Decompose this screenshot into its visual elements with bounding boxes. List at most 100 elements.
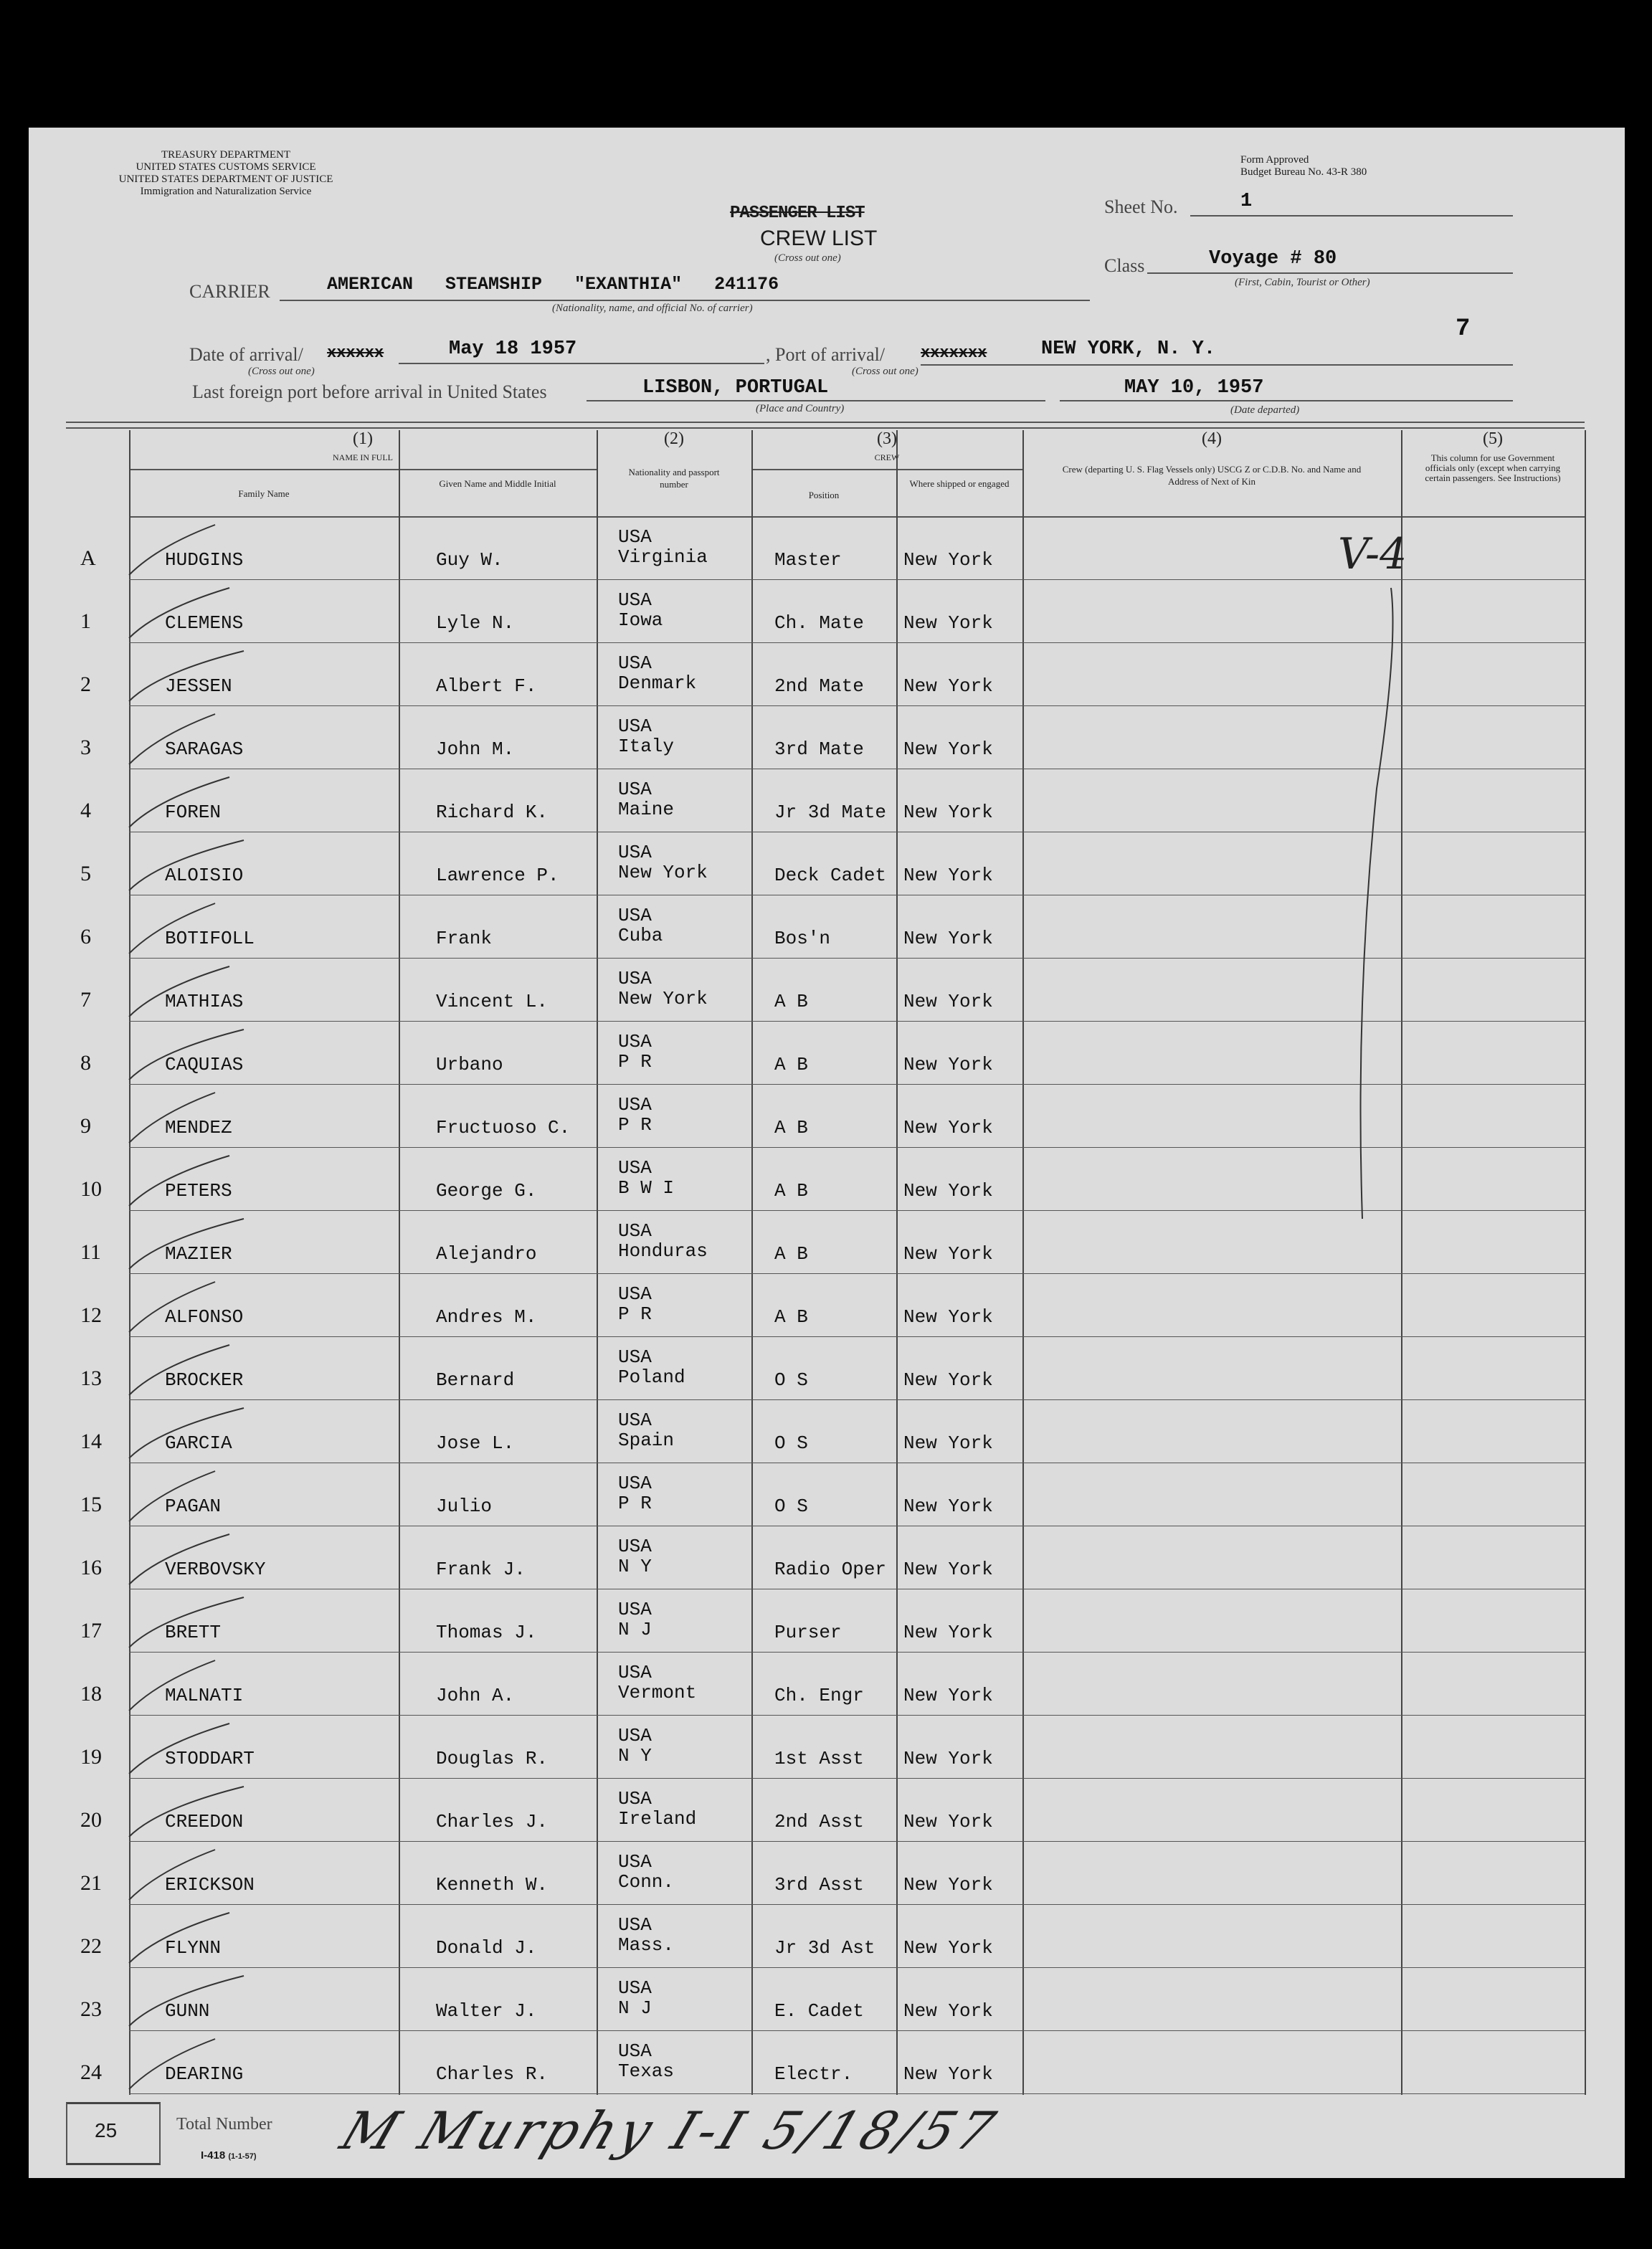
nationality-country: USA bbox=[618, 1220, 652, 1242]
row-rule bbox=[129, 1904, 1585, 1905]
family-name: CAQUIAS bbox=[165, 1054, 244, 1075]
col-next-of-kin: Crew (departing U. S. Flag Vessels only)… bbox=[1062, 464, 1362, 487]
position: 1st Asst bbox=[774, 1748, 864, 1769]
column-rule bbox=[1022, 430, 1024, 2095]
given-name: Bernard bbox=[436, 1369, 515, 1391]
nationality-detail: New York bbox=[618, 988, 708, 1009]
family-name: STODDART bbox=[165, 1748, 255, 1769]
class-label: Class bbox=[1104, 255, 1145, 276]
column-rule bbox=[1585, 430, 1586, 2095]
nationality-country: USA bbox=[618, 1851, 652, 1873]
family-name: BRETT bbox=[165, 1622, 222, 1643]
form-no: I-418 bbox=[201, 2149, 226, 2162]
family-name: BROCKER bbox=[165, 1369, 244, 1391]
total-number: 25 bbox=[95, 2119, 118, 2141]
col3-title: CREW bbox=[874, 452, 900, 462]
column-rule bbox=[399, 430, 400, 2095]
agency-line: UNITED STATES CUSTOMS SERVICE bbox=[136, 161, 316, 173]
nationality-detail: Poland bbox=[618, 1366, 685, 1388]
total-box bbox=[66, 2102, 161, 2165]
column-rule bbox=[751, 430, 753, 2095]
check-mark bbox=[128, 903, 216, 954]
check-mark bbox=[128, 1218, 245, 1270]
given-name: Alejandro bbox=[436, 1243, 537, 1265]
check-mark bbox=[128, 1597, 245, 1648]
position: Jr 3d Mate bbox=[774, 802, 887, 823]
row-rule bbox=[129, 1084, 1585, 1085]
col5-number: (5) bbox=[1483, 429, 1503, 448]
given-name: Frank bbox=[436, 928, 493, 949]
total-label: Total Number bbox=[176, 2115, 272, 2134]
nationality-country: USA bbox=[618, 1536, 652, 1557]
row-rule bbox=[129, 642, 1585, 643]
row-label: 23 bbox=[80, 1997, 102, 2021]
family-name: MATHIAS bbox=[165, 991, 244, 1012]
given-name: Fructuoso C. bbox=[436, 1117, 571, 1138]
row-label: 9 bbox=[80, 1114, 91, 1138]
given-name: Frank J. bbox=[436, 1559, 526, 1580]
arrival-date: May 18 1957 bbox=[449, 338, 577, 360]
given-name: Andres M. bbox=[436, 1306, 537, 1328]
row-rule bbox=[129, 1652, 1585, 1653]
row-rule bbox=[129, 1147, 1585, 1148]
row-rule bbox=[129, 579, 1585, 580]
check-mark bbox=[128, 713, 216, 765]
family-name: BOTIFOLL bbox=[165, 928, 255, 949]
family-name: VERBOVSKY bbox=[165, 1559, 266, 1580]
position: Bos'n bbox=[774, 928, 831, 949]
nationality-country: USA bbox=[618, 1031, 652, 1052]
nationality-detail: P R bbox=[618, 1051, 652, 1073]
where-shipped: New York bbox=[903, 1559, 993, 1580]
given-name: Jose L. bbox=[436, 1432, 515, 1454]
position: Ch. Mate bbox=[774, 612, 864, 634]
nationality-detail: Conn. bbox=[618, 1871, 675, 1893]
check-mark bbox=[128, 1470, 216, 1522]
nationality-country: USA bbox=[618, 1473, 652, 1494]
nationality-detail: Honduras bbox=[618, 1240, 708, 1262]
position: 3rd Asst bbox=[774, 1874, 864, 1896]
position: O S bbox=[774, 1432, 808, 1454]
table-row: 15 PAGAN Julio USA P R O S New York bbox=[72, 1464, 1585, 1527]
position: O S bbox=[774, 1369, 808, 1391]
nationality-country: USA bbox=[618, 1914, 652, 1936]
table-row: 7 MATHIAS Vincent L. USA New York A B New York bbox=[72, 959, 1585, 1022]
row-label: 10 bbox=[80, 1177, 102, 1201]
nationality-detail: N Y bbox=[618, 1745, 652, 1767]
header-divider bbox=[129, 516, 1585, 518]
where-shipped: New York bbox=[903, 675, 993, 697]
arrival-port-label: , Port of arrival/ bbox=[766, 344, 886, 365]
table-row: 13 BROCKER Bernard USA Poland O S New York bbox=[72, 1338, 1585, 1401]
nationality-detail: Spain bbox=[618, 1430, 675, 1451]
nationality-country: USA bbox=[618, 1409, 652, 1431]
nationality-detail: P R bbox=[618, 1303, 652, 1325]
row-label: 6 bbox=[80, 925, 91, 948]
where-shipped: New York bbox=[903, 1306, 993, 1328]
col-nationality: Nationality and passport number bbox=[628, 467, 720, 490]
where-shipped: New York bbox=[903, 1937, 993, 1959]
table-row: 19 STODDART Douglas R. USA N Y 1st Asst New Yo… bbox=[72, 1716, 1585, 1779]
where-shipped: New York bbox=[903, 1117, 993, 1138]
where-shipped: New York bbox=[903, 865, 993, 886]
nationality-country: USA bbox=[618, 1662, 652, 1683]
table-row: 17 BRETT Thomas J. USA N J Purser New York bbox=[72, 1590, 1585, 1653]
table-row: 12 ALFONSO Andres M. USA P R A B New York bbox=[72, 1275, 1585, 1338]
table-row: 9 MENDEZ Fructuoso C. USA P R A B New York bbox=[72, 1085, 1585, 1149]
given-name: Donald J. bbox=[436, 1937, 537, 1959]
table-row: 5 ALOISIO Lawrence P. USA New York Deck Cadet… bbox=[72, 833, 1585, 896]
row-label: 2 bbox=[80, 672, 91, 696]
check-mark bbox=[128, 1281, 216, 1333]
nationality-detail: P R bbox=[618, 1114, 652, 1136]
row-rule bbox=[129, 1021, 1585, 1022]
row-label: 15 bbox=[80, 1493, 102, 1516]
position: Purser bbox=[774, 1622, 842, 1643]
where-shipped: New York bbox=[903, 1496, 993, 1517]
nationality-country: USA bbox=[618, 779, 652, 800]
position: Radio Oper bbox=[774, 1559, 887, 1580]
where-shipped: New York bbox=[903, 1622, 993, 1643]
check-mark bbox=[128, 650, 245, 702]
check-mark bbox=[128, 1912, 230, 1964]
col-position: Position bbox=[808, 490, 840, 500]
position: Ch. Engr bbox=[774, 1685, 864, 1706]
row-label: 24 bbox=[80, 2060, 102, 2084]
check-mark bbox=[128, 776, 230, 828]
